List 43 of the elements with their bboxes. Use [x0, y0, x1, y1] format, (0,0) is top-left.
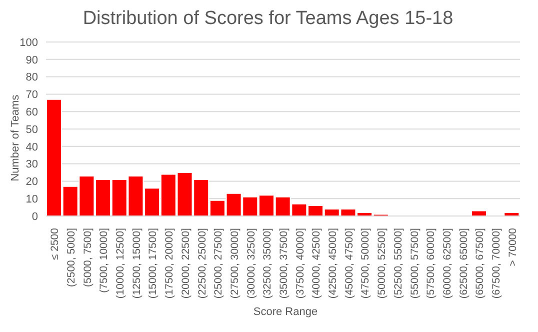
y-tick-label: 60	[26, 106, 38, 119]
x-tick-label: (20000, 22500]	[180, 228, 192, 299]
x-tick-label: (47500, 50000]	[360, 228, 372, 299]
x-tick-label: (60000, 62500]	[441, 228, 454, 299]
y-tick-label: 40	[26, 141, 38, 154]
x-tick-label: (57500, 60000]	[425, 228, 438, 299]
x-tick-label: ≤ 2500	[49, 228, 62, 260]
x-tick-label: (45000, 47500]	[343, 228, 356, 299]
x-tick-label: (10000, 12500]	[114, 228, 127, 299]
x-tick-label: (25000, 27500]	[212, 228, 225, 299]
x-tick-label: (12500, 15000]	[130, 228, 143, 299]
x-tick-label: (17500, 20000]	[164, 228, 176, 299]
y-tick-label: 30	[26, 158, 38, 171]
x-tick-label: (30000, 32500]	[245, 228, 258, 299]
x-tick-label: (65000, 67500]	[474, 228, 486, 299]
chart-title: Distribution of Scores for Teams Ages 15-18	[82, 8, 454, 30]
y-tick-label: 0	[32, 210, 38, 223]
x-tick-label: (7500, 10000]	[98, 228, 110, 293]
y-tick-label: 50	[26, 124, 38, 136]
x-tick-label: (67500, 70000]	[490, 228, 502, 299]
y-tick-label: 80	[26, 72, 38, 84]
x-tick-label: (5000, 7500]	[82, 228, 94, 287]
x-tick-label: (52500, 55000]	[392, 228, 404, 299]
y-tick-label: 70	[26, 89, 38, 102]
x-tick-label: (27500, 30000]	[228, 228, 241, 299]
x-tick-label: (35000, 37500]	[278, 228, 290, 299]
x-tick-label: (15000, 17500]	[147, 228, 160, 299]
x-tick-label: (32500, 35000]	[262, 228, 274, 299]
y-tick-label: 20	[26, 176, 38, 188]
y-axis-title: Number of Teams	[9, 94, 22, 182]
x-tick-label: (50000, 52500]	[376, 228, 388, 299]
x-tick-label: (62500, 65000]	[458, 228, 470, 299]
x-tick-label: (42500, 45000]	[327, 228, 340, 299]
x-tick-label: (40000, 42500]	[310, 228, 323, 299]
y-tick-label: 100	[20, 36, 38, 49]
x-tick-label: > 70000	[506, 228, 519, 266]
y-tick-label: 10	[26, 194, 38, 206]
y-tick-label: 90	[26, 54, 38, 66]
x-tick-label: (55000, 57500]	[408, 228, 421, 299]
x-tick-label: (2500, 5000]	[66, 228, 78, 287]
x-tick-label: (22500, 25000]	[196, 228, 208, 299]
x-tick-label: (37500, 40000]	[294, 228, 306, 299]
x-axis-title: Score Range	[252, 306, 319, 318]
